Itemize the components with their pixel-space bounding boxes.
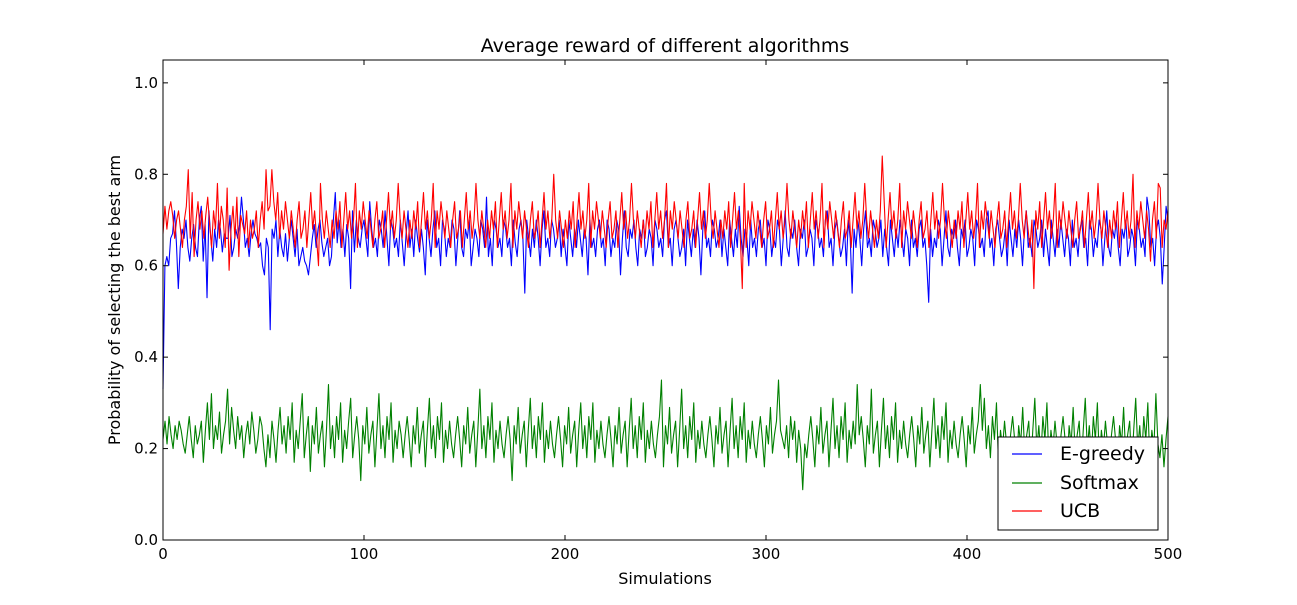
series-line-ucb (162, 155, 1169, 290)
y-tick-label: 0.0 (134, 531, 158, 549)
x-axis-label: Simulations (618, 569, 712, 588)
y-tick-label: 0.2 (134, 440, 158, 458)
legend-label-softmax: Softmax (1060, 472, 1139, 494)
legend-label-e-greedy: E-greedy (1060, 443, 1145, 465)
legend-label-ucb: UCB (1060, 500, 1100, 522)
series-line-softmax (162, 379, 1169, 491)
chart-title: Average reward of different algorithms (481, 35, 850, 57)
x-axis-ticks: 0 100 200 300 400 500 (158, 60, 1182, 563)
y-axis-label: Probability of selecting the best arm (105, 155, 124, 445)
y-tick-label: 0.6 (134, 257, 158, 275)
x-tick-label: 100 (350, 545, 379, 563)
series-line-e-greedy (162, 192, 1169, 390)
legend: E-greedy Softmax UCB (997, 436, 1159, 531)
y-tick-label: 1.0 (134, 74, 158, 92)
x-tick-label: 0 (158, 545, 168, 563)
x-tick-label: 500 (1154, 545, 1183, 563)
y-axis-ticks: 0.0 0.2 0.4 0.6 0.8 1.0 (134, 74, 1168, 549)
x-tick-label: 300 (752, 545, 781, 563)
x-tick-label: 200 (551, 545, 580, 563)
plot-frame (162, 59, 1169, 541)
series-layer (162, 155, 1169, 491)
x-tick-label: 400 (953, 545, 982, 563)
y-tick-label: 0.8 (134, 165, 158, 183)
y-tick-label: 0.4 (134, 348, 158, 366)
